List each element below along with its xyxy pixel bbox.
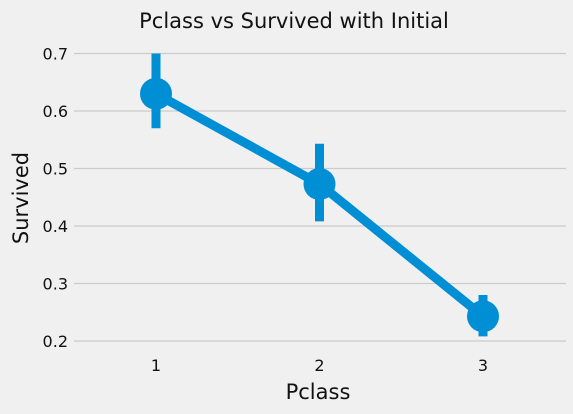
- x-tick-label: 3: [478, 356, 488, 375]
- x-tick-label: 1: [151, 356, 161, 375]
- x-tick-labels: 1 2 3: [151, 356, 488, 375]
- y-tick-label: 0.6: [43, 102, 68, 121]
- x-tick-label: 2: [314, 356, 324, 375]
- data-point: [303, 168, 336, 201]
- series-survival: [140, 53, 499, 337]
- x-axis-label: Pclass: [286, 380, 351, 404]
- y-tick-label: 0.4: [43, 217, 68, 236]
- y-tick-label: 0.3: [43, 275, 68, 294]
- data-point: [140, 77, 172, 110]
- y-tick-labels: 0.2 0.3 0.4 0.5 0.6 0.7: [43, 45, 68, 352]
- y-tick-label: 0.7: [43, 45, 68, 64]
- chart-title: Pclass vs Survived with Initial: [139, 9, 449, 33]
- y-tick-label: 0.2: [43, 332, 68, 351]
- y-tick-label: 0.5: [43, 160, 68, 179]
- y-axis-label: Survived: [9, 152, 33, 244]
- data-point: [467, 300, 499, 333]
